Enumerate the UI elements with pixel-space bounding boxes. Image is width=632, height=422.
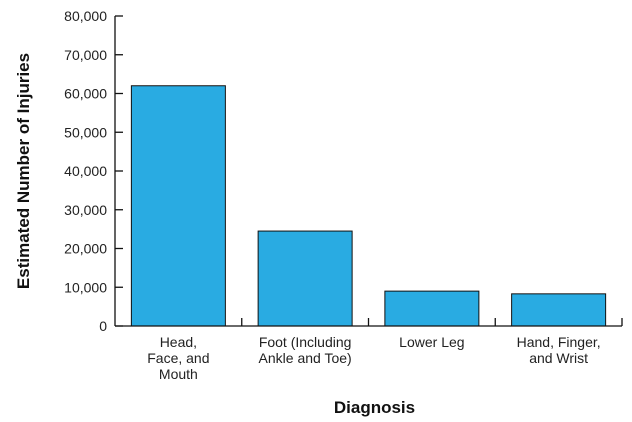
y-tick-label: 50,000: [64, 124, 107, 140]
y-tick-label: 0: [99, 318, 107, 334]
x-category-label: Hand, Finger, and Wrist: [517, 334, 601, 366]
y-tick-label: 10,000: [64, 279, 107, 295]
y-tick-label: 30,000: [64, 202, 107, 218]
bar: [511, 293, 607, 327]
bar: [257, 230, 353, 327]
x-category-label: Lower Leg: [399, 334, 464, 350]
y-tick-label: 20,000: [64, 241, 107, 257]
y-tick-label: 70,000: [64, 47, 107, 63]
x-axis-ticks: Head, Face, and Mouth Foot (Including Ankle …: [147, 318, 623, 382]
y-tick-label: 40,000: [64, 163, 107, 179]
y-axis-title: Estimated Number of Injuries: [14, 53, 33, 289]
x-axis-title: Diagnosis: [334, 398, 415, 417]
y-tick-label: 60,000: [64, 86, 107, 102]
bar: [130, 85, 226, 327]
x-category-label: Foot (Including Ankle and Toe): [259, 334, 352, 366]
y-tick-label: 80,000: [64, 8, 107, 24]
y-axis-ticks: 0 10,000 20,000 30,000 40,000 50,000 60,000 70,…: [64, 8, 123, 334]
bar: [384, 290, 480, 327]
x-category-label: Head, Face, and Mouth: [147, 334, 209, 382]
bars: [130, 85, 607, 327]
